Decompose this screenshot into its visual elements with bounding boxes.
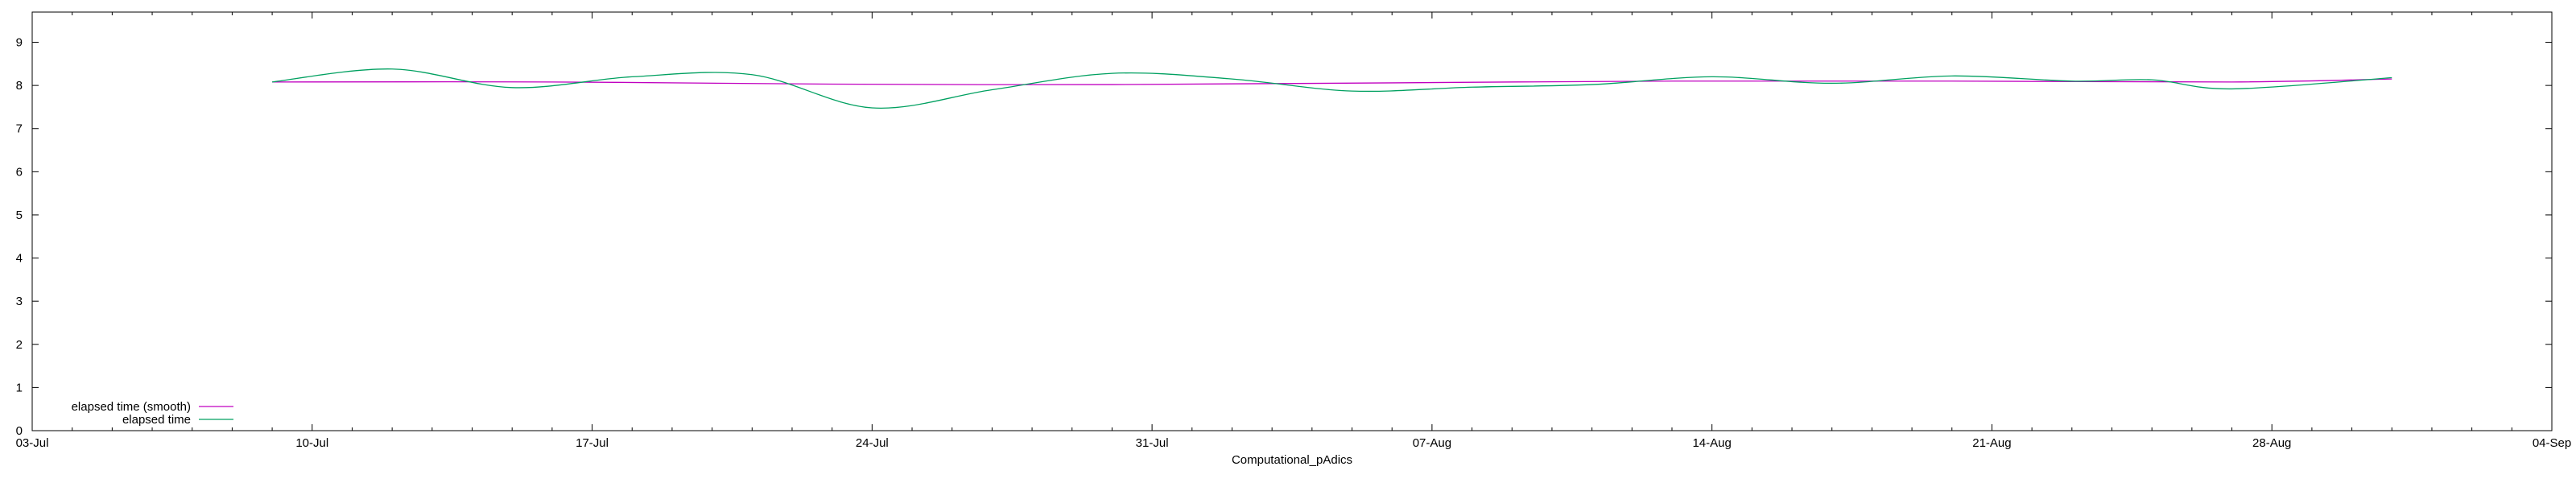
y-tick-label: 4 xyxy=(16,252,23,266)
x-tick-label: 31-Jul xyxy=(1136,436,1169,450)
x-tick-label: 04-Sep xyxy=(2533,436,2571,450)
x-tick-label: 10-Jul xyxy=(295,436,328,450)
plot-frame xyxy=(31,11,2553,431)
y-tick-label: 3 xyxy=(16,295,23,308)
x-tick-label: 14-Aug xyxy=(1692,436,1731,450)
x-tick-label: 07-Aug xyxy=(1413,436,1451,450)
y-tick-label: 0 xyxy=(16,424,23,438)
x-tick-label: 17-Jul xyxy=(576,436,609,450)
series-line-elapsed-time xyxy=(272,68,2392,109)
y-tick-label: 8 xyxy=(16,79,23,93)
series-layer xyxy=(272,68,2392,109)
x-tick-label: 28-Aug xyxy=(2252,436,2291,450)
x-tick-label: 03-Jul xyxy=(16,436,49,450)
legend-label: elapsed time xyxy=(122,413,191,427)
y-axis: 0 1 2 3 4 5 6 7 8 9 xyxy=(16,36,2552,438)
x-tick-label: 21-Aug xyxy=(1972,436,2011,450)
y-tick-label: 9 xyxy=(16,36,23,50)
x-axis-title: Computational_pAdics xyxy=(1232,453,1352,467)
legend-label: elapsed time (smooth) xyxy=(72,400,191,414)
legend: elapsed time (smooth)elapsed time xyxy=(72,400,233,427)
series-line-elapsed-time-smooth xyxy=(272,78,2392,85)
y-tick-label: 7 xyxy=(16,122,23,136)
x-tick-label: 24-Jul xyxy=(856,436,889,450)
y-tick-label: 6 xyxy=(16,165,23,179)
y-tick-label: 5 xyxy=(16,208,23,222)
x-axis: 03-Jul 10-Jul 17-Jul 24-Jul 31-Jul 07-Aug 14-A… xyxy=(16,12,2571,450)
y-tick-label: 1 xyxy=(16,381,23,394)
y-tick-label: 2 xyxy=(16,338,23,352)
